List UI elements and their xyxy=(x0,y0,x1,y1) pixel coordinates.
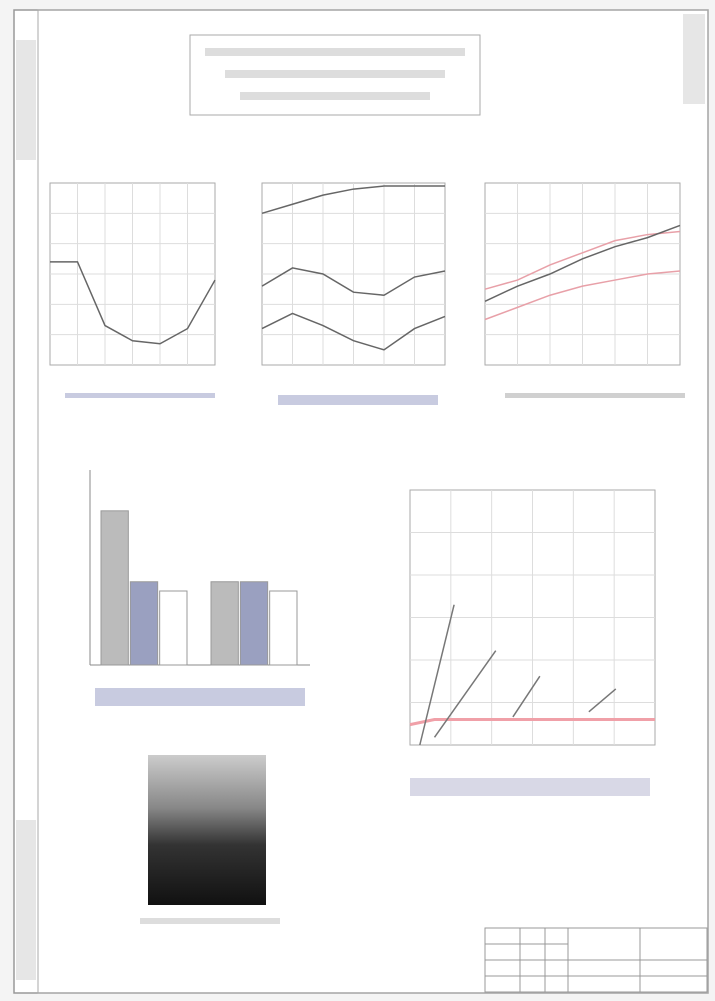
title-line xyxy=(240,92,430,100)
bar xyxy=(101,511,128,665)
side-strip xyxy=(16,40,36,160)
caption xyxy=(65,393,215,398)
caption xyxy=(278,395,438,405)
drawing-sheet xyxy=(0,0,715,1001)
title-line xyxy=(225,70,445,78)
side-strip xyxy=(16,820,36,980)
caption xyxy=(95,688,305,706)
bar xyxy=(270,591,297,665)
caption xyxy=(140,918,280,924)
caption xyxy=(505,393,685,398)
bar xyxy=(240,582,267,665)
bar xyxy=(211,582,238,665)
outer-frame xyxy=(14,10,708,993)
title-line xyxy=(205,48,465,56)
bar xyxy=(130,582,157,665)
photo xyxy=(148,755,266,905)
bar xyxy=(160,591,187,665)
caption xyxy=(410,778,650,796)
corner-stamp xyxy=(683,14,705,104)
